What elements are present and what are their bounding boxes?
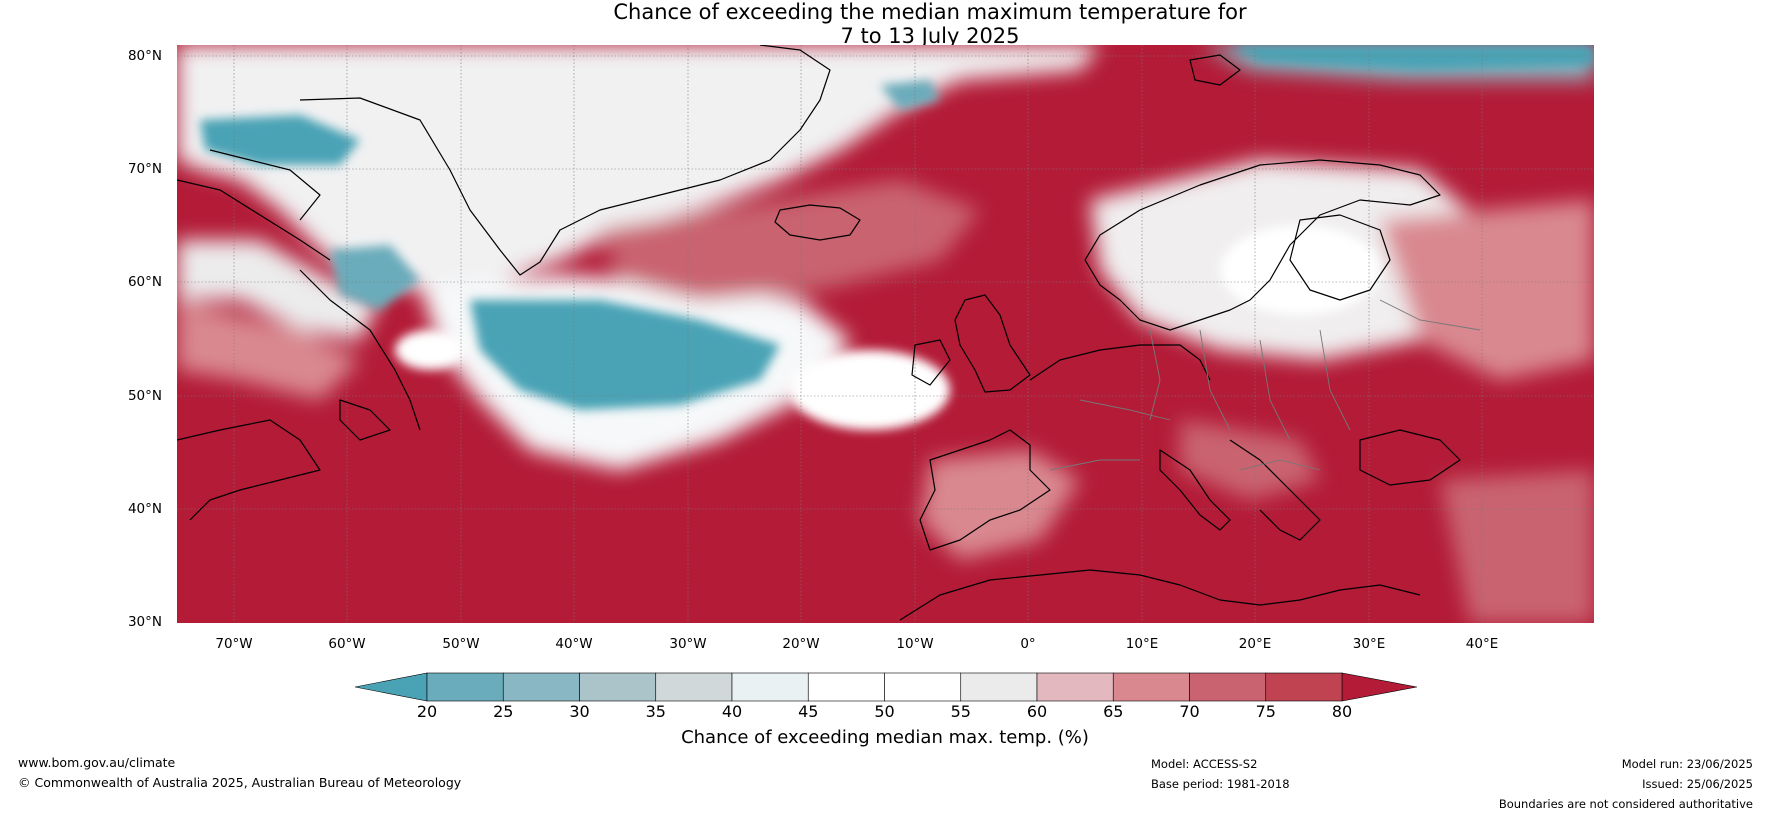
lon-label-40w: 40°W xyxy=(555,636,593,652)
lon-label-60w: 60°W xyxy=(328,636,366,652)
title-line-2: 7 to 13 July 2025 xyxy=(840,24,1020,48)
probability-field xyxy=(177,45,1594,623)
colorbar-tick-label: 25 xyxy=(493,702,514,721)
colorbar-tick-label: 20 xyxy=(416,702,438,721)
colorbar-segment xyxy=(1036,672,1114,702)
colorbar-tick-label: 60 xyxy=(1026,702,1048,721)
lon-label-20e: 20°E xyxy=(1238,636,1272,652)
lon-label-50w: 50°W xyxy=(442,636,480,652)
lon-label-10w: 10°W xyxy=(896,636,934,652)
lat-label-50n: 50°N xyxy=(127,388,162,404)
colorbar-segment xyxy=(579,672,657,702)
colorbar-tick-label: 80 xyxy=(1331,702,1353,721)
lon-label-30e: 30°E xyxy=(1352,636,1386,652)
colorbar-tick-label: 35 xyxy=(645,702,666,721)
colorbar-tick-label: 70 xyxy=(1179,702,1200,721)
colorbar-segment xyxy=(1189,672,1267,702)
colorbar-tick-label: 50 xyxy=(874,702,895,721)
colorbar-tick-label: 75 xyxy=(1255,702,1276,721)
lon-label-0: 0° xyxy=(1020,636,1036,652)
colorbar-label: Chance of exceeding median max. temp. (%… xyxy=(681,727,1089,748)
colorbar-segment xyxy=(1112,672,1190,702)
graticule xyxy=(177,45,1594,623)
footer-base-period: Base period: 1981-2018 xyxy=(1151,777,1290,791)
footer-website: www.bom.gov.au/climate xyxy=(18,755,176,770)
lon-label-10e: 10°E xyxy=(1125,636,1159,652)
footer-issued: Issued: 25/06/2025 xyxy=(1642,777,1753,791)
colorbar-tick-label: 65 xyxy=(1103,702,1124,721)
country-borders xyxy=(1049,299,1481,471)
colorbar-segment xyxy=(960,672,1038,702)
lat-label-40n: 40°N xyxy=(127,501,162,517)
colorbar-tick-label: 45 xyxy=(798,702,819,721)
colorbar-segment xyxy=(807,672,885,702)
lon-label-30w: 30°W xyxy=(669,636,707,652)
colorbar-segment xyxy=(1265,672,1343,702)
footer-copyright: © Commonwealth of Australia 2025, Austra… xyxy=(18,775,462,790)
colorbar-segment xyxy=(884,672,962,702)
colorbar-tick-label: 40 xyxy=(721,702,743,721)
lat-label-70n: 70°N xyxy=(127,161,162,177)
lon-label-70w: 70°W xyxy=(215,636,253,652)
map-title: Chance of exceeding the median maximum t… xyxy=(0,0,1770,48)
colorbar xyxy=(354,672,1418,702)
colorbar-tick-label: 55 xyxy=(950,702,971,721)
colorbar-segment xyxy=(426,672,504,702)
colorbar-segment xyxy=(731,672,809,702)
colorbar-segment xyxy=(655,672,733,702)
footer-model: Model: ACCESS-S2 xyxy=(1151,757,1258,771)
title-line-1: Chance of exceeding the median maximum t… xyxy=(613,0,1247,24)
lat-label-30n: 30°N xyxy=(127,614,162,630)
lon-label-40e: 40°E xyxy=(1465,636,1499,652)
lon-label-20w: 20°W xyxy=(782,636,820,652)
footer-disclaimer: Boundaries are not considered authoritat… xyxy=(1498,797,1753,811)
colorbar-high-extend xyxy=(1341,672,1418,702)
lat-label-60n: 60°N xyxy=(127,274,162,290)
footer-model-run: Model run: 23/06/2025 xyxy=(1621,757,1753,771)
lat-label-80n: 80°N xyxy=(127,48,162,64)
colorbar-tick-label: 30 xyxy=(569,702,590,721)
colorbar-low-extend xyxy=(354,672,428,702)
coastlines xyxy=(177,45,1461,621)
colorbar-segment xyxy=(502,672,580,702)
